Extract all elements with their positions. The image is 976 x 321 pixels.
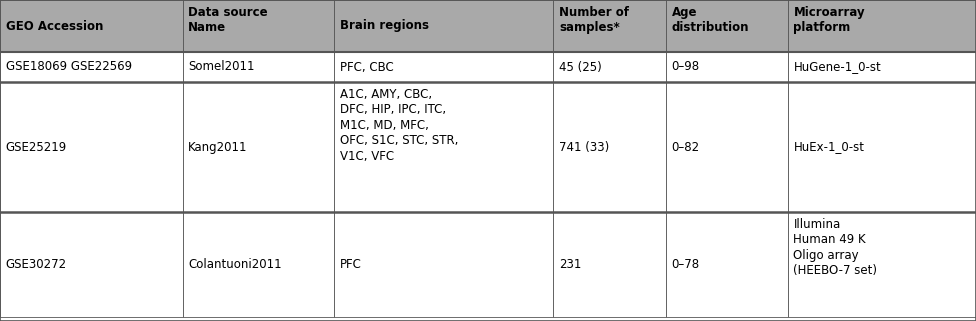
Bar — [553, 0, 666, 52]
Text: PFC, CBC: PFC, CBC — [340, 60, 393, 74]
Text: 0–98: 0–98 — [671, 60, 700, 74]
Bar — [788, 52, 976, 82]
Text: 45 (25): 45 (25) — [559, 60, 602, 74]
Bar — [334, 82, 553, 212]
Bar — [553, 82, 666, 212]
Bar — [666, 82, 788, 212]
Bar — [0, 52, 183, 82]
Text: Microarray
platform: Microarray platform — [793, 6, 865, 34]
Bar — [183, 52, 334, 82]
Text: GSE30272: GSE30272 — [6, 258, 67, 271]
Text: 0–78: 0–78 — [671, 258, 700, 271]
Bar — [0, 82, 183, 212]
Bar — [0, 0, 183, 52]
Bar — [666, 52, 788, 82]
Text: 231: 231 — [559, 258, 582, 271]
Text: Illumina
Human 49 K
Oligo array
(HEEBO-7 set): Illumina Human 49 K Oligo array (HEEBO-7… — [793, 218, 877, 277]
Bar — [788, 82, 976, 212]
Bar — [666, 0, 788, 52]
Bar — [553, 52, 666, 82]
Bar — [334, 0, 553, 52]
Bar — [0, 212, 183, 317]
Text: Brain regions: Brain regions — [340, 20, 428, 32]
Text: PFC: PFC — [340, 258, 361, 271]
Bar — [666, 212, 788, 317]
Text: GSE18069 GSE22569: GSE18069 GSE22569 — [6, 60, 132, 74]
Text: 741 (33): 741 (33) — [559, 141, 609, 153]
Bar — [183, 0, 334, 52]
Text: Somel2011: Somel2011 — [188, 60, 255, 74]
Text: A1C, AMY, CBC,
DFC, HIP, IPC, ITC,
M1C, MD, MFC,
OFC, S1C, STC, STR,
V1C, VFC: A1C, AMY, CBC, DFC, HIP, IPC, ITC, M1C, … — [340, 88, 458, 163]
Text: HuEx-1_0-st: HuEx-1_0-st — [793, 141, 865, 153]
Text: 0–82: 0–82 — [671, 141, 700, 153]
Text: Age
distribution: Age distribution — [671, 6, 749, 34]
Bar — [553, 212, 666, 317]
Text: GSE25219: GSE25219 — [6, 141, 67, 153]
Bar — [183, 82, 334, 212]
Bar — [334, 212, 553, 317]
Text: Number of
samples*: Number of samples* — [559, 6, 630, 34]
Bar — [334, 52, 553, 82]
Text: GEO Accession: GEO Accession — [6, 20, 103, 32]
Bar — [788, 0, 976, 52]
Text: Colantuoni2011: Colantuoni2011 — [188, 258, 282, 271]
Bar — [183, 212, 334, 317]
Text: HuGene-1_0-st: HuGene-1_0-st — [793, 60, 881, 74]
Bar — [788, 212, 976, 317]
Text: Kang2011: Kang2011 — [188, 141, 248, 153]
Text: Data source
Name: Data source Name — [188, 6, 268, 34]
